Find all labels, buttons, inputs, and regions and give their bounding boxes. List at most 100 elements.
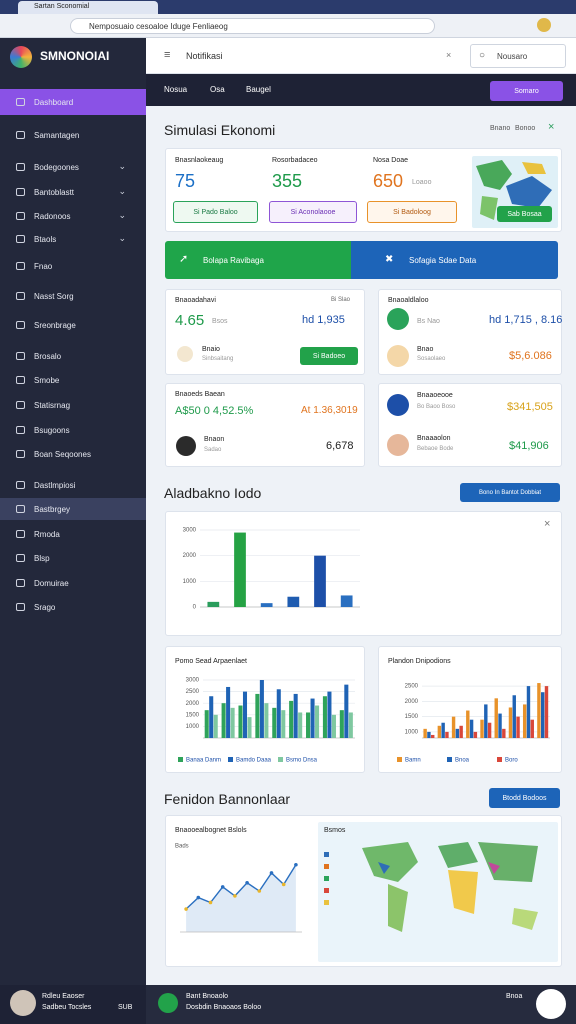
decoration xyxy=(506,176,552,208)
card-value: $341,505 xyxy=(507,401,553,413)
menu-label: Bantoblastt xyxy=(34,187,75,197)
menu-label: Fnao xyxy=(34,261,53,271)
card-note: Bsos xyxy=(212,318,228,325)
search-text: Nousaro xyxy=(497,52,528,61)
close-icon[interactable]: × xyxy=(446,50,452,60)
menu-icon xyxy=(16,505,25,513)
card-row-title: Bnao xyxy=(417,346,434,353)
menu-item[interactable]: Samantagen xyxy=(0,124,146,146)
stat-button[interactable]: Si Badoloog xyxy=(367,201,457,223)
card-value: A$50 0 4,52.5% xyxy=(175,405,254,417)
nav-link[interactable]: Baugel xyxy=(246,85,271,94)
user-badge: SUB xyxy=(118,1004,133,1011)
menu-item[interactable]: Bodegoones ⌄ xyxy=(0,156,146,178)
section-button[interactable]: Btodd Bodoos xyxy=(489,788,560,808)
menu-item[interactable]: Fnao xyxy=(0,255,146,277)
card-title: Bnaoaldlaloo xyxy=(388,297,429,304)
card-row-title: Bnaon xyxy=(204,436,225,443)
header-title: Notifikasi xyxy=(186,51,223,61)
menu-label: Boan Seqoones xyxy=(34,449,91,459)
menu-item[interactable]: Srago xyxy=(0,596,146,618)
menu-icon xyxy=(16,376,25,384)
card-right: hd 1,935 xyxy=(302,314,345,326)
menu-item[interactable]: Brosalo xyxy=(0,345,146,367)
stat-button[interactable]: Si Aconolaooe xyxy=(269,201,357,223)
menu-icon xyxy=(16,554,25,562)
user-avatar[interactable] xyxy=(10,990,36,1016)
menu-label: Samantagen xyxy=(34,130,80,140)
menu-icon xyxy=(16,321,25,329)
menu-label: Bodegoones xyxy=(34,162,79,172)
stats-card: Bnasnlaokeaug 75 Si Pado Baloo Rosorbada… xyxy=(165,148,562,232)
world-map: Bsmos xyxy=(318,822,558,962)
menu-item[interactable]: Boan Seqoones xyxy=(0,443,146,465)
map-button[interactable]: Sab Bosaa xyxy=(497,206,552,222)
menu-item[interactable]: Blsp xyxy=(0,547,146,569)
menu-label: Dashboard xyxy=(34,97,74,107)
chat-right: Bnoa xyxy=(506,993,523,1000)
card-note: Bo Baoo Boso xyxy=(417,404,456,410)
close-icon[interactable]: × xyxy=(548,121,555,133)
menu-item[interactable]: Nasst Sorg xyxy=(0,285,146,307)
card-button[interactable]: Si Badoeo xyxy=(300,347,358,365)
menu-item[interactable]: Dashboard xyxy=(0,89,146,115)
chat-icon[interactable] xyxy=(158,993,178,1013)
menu-label: Radonoos xyxy=(34,211,71,221)
decoration xyxy=(448,870,478,914)
banner-icon: ✖ xyxy=(385,254,394,265)
menu-icon xyxy=(16,450,25,458)
menu-icon xyxy=(16,603,25,611)
card-row-sub: Sosaolaeo xyxy=(417,356,446,362)
card-icon xyxy=(176,436,196,456)
menu-item[interactable]: Dastlmpiosi xyxy=(0,474,146,496)
banner-icon: ➚ xyxy=(179,253,189,265)
menu-item[interactable]: Sreonbrage xyxy=(0,314,146,336)
menu-icon[interactable]: ≡ xyxy=(164,49,171,61)
user-bar: Rdleu Eaoser Sadbeu Tocsles SUB xyxy=(0,985,146,1024)
menu-item[interactable]: Radonoos ⌄ xyxy=(0,205,146,227)
nav-link[interactable]: Osa xyxy=(210,85,225,94)
menu-item[interactable]: Bsugoons xyxy=(0,419,146,441)
card-row-sub: Sinbsaitang xyxy=(202,356,234,362)
tab[interactable]: Sartan Sconomial xyxy=(18,1,158,14)
section-button[interactable]: Bono In Bantot Dobbiat xyxy=(460,483,560,502)
section-link[interactable]: Bnano xyxy=(490,125,511,132)
brand: SMNONOIAI xyxy=(40,49,110,63)
banner-right[interactable]: ✖ Sofagia Sdae Data xyxy=(351,241,558,279)
menu-icon xyxy=(16,292,25,300)
profile-icon[interactable] xyxy=(537,18,551,32)
menu-chevron: ⌄ xyxy=(118,210,126,220)
menu-icon xyxy=(16,188,25,196)
card-right: 6,678 xyxy=(326,440,354,452)
card-note: Bs Nao xyxy=(417,318,440,325)
menu-item[interactable]: Bantoblastt ⌄ xyxy=(0,181,146,203)
menu-item[interactable]: Domuirae xyxy=(0,572,146,594)
close-icon[interactable]: × xyxy=(544,518,551,530)
banner-left[interactable]: ➚ Bolapa Ravibaga xyxy=(165,241,351,279)
menu-icon xyxy=(16,579,25,587)
menu-item[interactable]: Btaols ⌄ xyxy=(0,228,146,250)
section-link[interactable]: Bonoo xyxy=(515,125,536,132)
chat-bar: Bant Bnoaolo Dosbdin Bnaoaos Boloo Bnoa xyxy=(146,985,576,1024)
menu-label: Statisrnag xyxy=(34,400,71,410)
menu-icon xyxy=(16,426,25,434)
url-field[interactable]: Nemposuaio cesoaloe Iduge Fenliaeog xyxy=(70,18,435,34)
menu-label: Bsugoons xyxy=(34,425,70,435)
stat-button[interactable]: Si Pado Baloo xyxy=(173,201,258,223)
decoration xyxy=(324,852,329,857)
menu-label: Dastlmpiosi xyxy=(34,480,76,490)
info-card: Bnaoeds Baean A$50 0 4,52.5% At 1.36,301… xyxy=(165,383,365,467)
menu-chevron: ⌄ xyxy=(118,186,126,196)
card-corner: Bi Slao xyxy=(331,297,351,303)
menu-item[interactable]: Smobe xyxy=(0,369,146,391)
nav-button[interactable]: Somaro xyxy=(490,81,563,101)
user-role: Sadbeu Tocsles xyxy=(42,1004,92,1011)
menu-item[interactable]: Bastbrgey xyxy=(0,498,146,520)
card-icon xyxy=(177,346,193,362)
menu-label: Brosalo xyxy=(34,351,62,361)
chat-avatar[interactable] xyxy=(536,989,566,1019)
search-box[interactable]: Nousaro ○ xyxy=(470,44,566,68)
menu-item[interactable]: Rmoda xyxy=(0,523,146,545)
menu-item[interactable]: Statisrnag xyxy=(0,394,146,416)
nav-link[interactable]: Nosua xyxy=(164,85,188,94)
